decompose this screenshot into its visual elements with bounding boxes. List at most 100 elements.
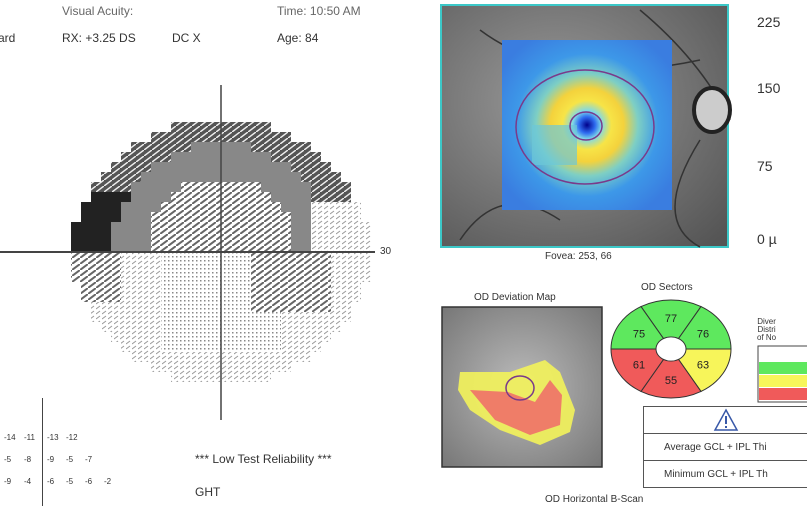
vf-cell — [221, 372, 231, 382]
vf-cell — [351, 272, 361, 282]
vf-cell — [201, 222, 211, 232]
axis-label-30: 30 — [380, 246, 392, 257]
vf-cell — [101, 322, 111, 332]
vf-cell — [81, 292, 91, 302]
vf-cell — [91, 242, 101, 252]
vf-cell — [201, 252, 211, 262]
vf-cell — [141, 212, 151, 222]
vf-cell — [211, 192, 221, 202]
vf-cell — [351, 222, 361, 232]
vf-cell — [171, 202, 181, 212]
vf-cell — [191, 272, 201, 282]
vf-cell — [171, 362, 181, 372]
vf-cell — [131, 352, 141, 362]
vf-cell — [301, 282, 311, 292]
vf-cell — [311, 222, 321, 232]
vf-cell — [231, 312, 241, 322]
scale-label: 225 — [757, 14, 781, 30]
vf-cell — [151, 152, 161, 162]
vf-cell — [271, 212, 281, 222]
vf-cell — [321, 162, 331, 172]
vf-cell — [291, 212, 301, 222]
vf-cell — [301, 292, 311, 302]
vf-cell — [321, 302, 331, 312]
vf-cell — [291, 242, 301, 252]
visual-acuity-label: Visual Acuity: — [62, 4, 134, 18]
vf-cell — [241, 282, 251, 292]
vf-cell — [281, 152, 291, 162]
vf-cell — [181, 142, 191, 152]
vf-cell — [141, 162, 151, 172]
vf-cell — [311, 282, 321, 292]
vf-cell — [221, 352, 231, 362]
vf-cell — [181, 322, 191, 332]
vf-cell — [151, 352, 161, 362]
vf-cell — [171, 142, 181, 152]
vf-cell — [241, 222, 251, 232]
vf-cell — [171, 132, 181, 142]
vf-cell — [251, 352, 261, 362]
vf-cell — [71, 222, 81, 232]
vf-cell — [131, 212, 141, 222]
vf-cell — [251, 292, 261, 302]
vf-cell — [251, 162, 261, 172]
vf-cell — [121, 322, 131, 332]
vf-cell — [311, 182, 321, 192]
vf-cell — [121, 262, 131, 272]
vf-cell — [261, 362, 271, 372]
vf-cell — [301, 202, 311, 212]
vf-cell — [171, 252, 181, 262]
vf-cell — [201, 152, 211, 162]
vf-cell — [271, 332, 281, 342]
vf-cell — [121, 302, 131, 312]
vf-cell — [191, 122, 201, 132]
vf-cell — [141, 192, 151, 202]
vf-cell — [191, 152, 201, 162]
dc-value: DC X — [172, 31, 201, 45]
vf-cell — [161, 322, 171, 332]
vf-cell — [151, 312, 161, 322]
vf-cell — [91, 282, 101, 292]
vf-cell — [151, 142, 161, 152]
vf-cell — [131, 312, 141, 322]
scale-label: 75 — [757, 158, 773, 174]
vf-cell — [171, 162, 181, 172]
vf-cell — [201, 352, 211, 362]
vf-cell — [291, 272, 301, 282]
vf-cell — [261, 352, 271, 362]
vf-cell — [241, 192, 251, 202]
vf-cell — [331, 262, 341, 272]
vf-cell — [111, 252, 121, 262]
vf-cell — [321, 222, 331, 232]
vf-cell — [301, 182, 311, 192]
vf-cell — [321, 292, 331, 302]
vf-cell — [181, 162, 191, 172]
vf-cell — [221, 202, 231, 212]
vf-cell — [311, 312, 321, 322]
vf-cell — [301, 162, 311, 172]
vf-cell — [281, 162, 291, 172]
vf-cell — [171, 342, 181, 352]
vf-cell — [71, 242, 81, 252]
vf-cell — [351, 202, 361, 212]
vf-cell — [261, 132, 271, 142]
vf-cell — [261, 262, 271, 272]
vf-cell — [191, 282, 201, 292]
vf-cell — [141, 282, 151, 292]
vf-cell — [281, 172, 291, 182]
vf-cell — [171, 282, 181, 292]
vf-cell — [241, 332, 251, 342]
vf-cell — [241, 212, 251, 222]
vf-cell — [121, 192, 131, 202]
vf-cell — [101, 282, 111, 292]
vf-cell — [81, 262, 91, 272]
deviation-value: -9 — [4, 477, 12, 486]
vf-cell — [231, 202, 241, 212]
vf-cell — [321, 252, 331, 262]
vf-cell — [211, 162, 221, 172]
vf-cell — [311, 292, 321, 302]
vf-cell — [241, 252, 251, 262]
vf-cell — [211, 132, 221, 142]
vf-cell — [181, 242, 191, 252]
vf-cell — [141, 302, 151, 312]
